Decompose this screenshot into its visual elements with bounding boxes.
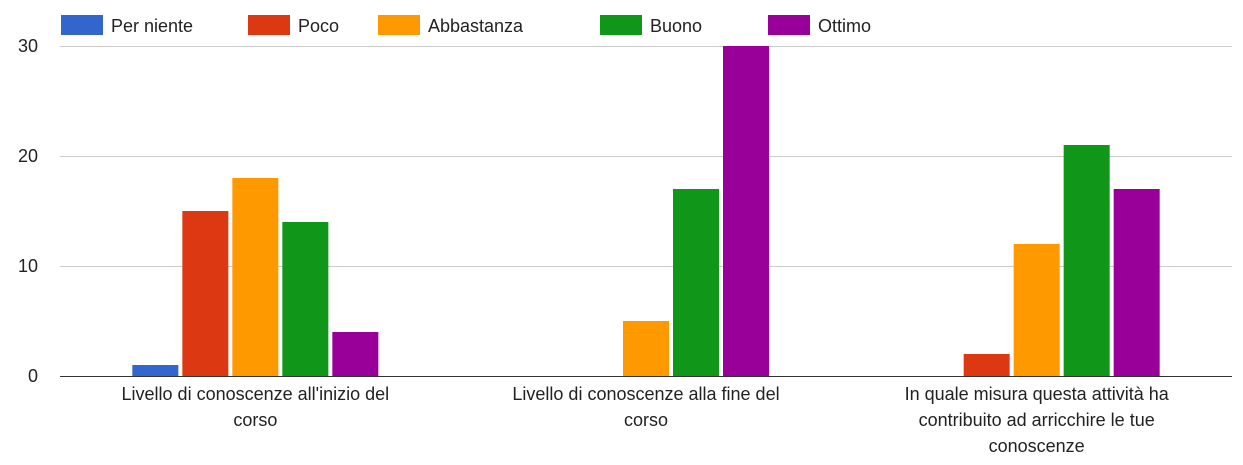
- legend-swatch: [61, 15, 103, 35]
- bar-poco-2: [963, 354, 1010, 376]
- bars: [132, 46, 1160, 376]
- y-axis: 0 10 20 30: [18, 36, 38, 386]
- legend-swatch: [600, 15, 642, 35]
- legend: Per niente Poco Abbastanza Buono Ottimo: [61, 15, 871, 36]
- x-category-label: conoscenze: [989, 436, 1085, 456]
- legend-swatch: [768, 15, 810, 35]
- legend-label: Abbastanza: [428, 16, 524, 36]
- legend-item-per-niente[interactable]: Per niente: [61, 15, 193, 36]
- bar-poco-0: [182, 211, 229, 376]
- x-axis: Livello di conoscenze all'inizio del cors…: [122, 384, 1170, 456]
- legend-label: Poco: [298, 16, 339, 36]
- bar-buono-0: [282, 222, 329, 376]
- x-category-label: Livello di conoscenze alla fine del: [512, 384, 779, 404]
- legend-swatch: [378, 15, 420, 35]
- y-tick-label: 20: [18, 146, 38, 166]
- y-tick-label: 30: [18, 36, 38, 56]
- x-category-label: contribuito ad arricchire le tue: [919, 410, 1155, 430]
- bar-buono-2: [1063, 145, 1110, 376]
- y-tick-label: 0: [28, 366, 38, 386]
- bar-ottimo-2: [1113, 189, 1160, 376]
- bar-abbastanza-0: [232, 178, 279, 376]
- legend-label: Buono: [650, 16, 702, 36]
- legend-item-abbastanza[interactable]: Abbastanza: [378, 15, 524, 36]
- bar-ottimo-0: [332, 332, 379, 376]
- bar-abbastanza-1: [623, 321, 669, 376]
- x-category-label: corso: [624, 410, 668, 430]
- legend-swatch: [248, 15, 290, 35]
- bar-per-niente-0: [132, 365, 179, 376]
- legend-item-buono[interactable]: Buono: [600, 15, 702, 36]
- legend-item-ottimo[interactable]: Ottimo: [768, 15, 871, 36]
- x-category-label: Livello di conoscenze all'inizio del: [122, 384, 390, 404]
- y-tick-label: 10: [18, 256, 38, 276]
- legend-item-poco[interactable]: Poco: [248, 15, 339, 36]
- legend-label: Ottimo: [818, 16, 871, 36]
- bar-buono-1: [673, 189, 719, 376]
- bar-abbastanza-2: [1013, 244, 1060, 376]
- x-category-label: corso: [233, 410, 277, 430]
- bar-ottimo-1: [723, 46, 769, 376]
- legend-label: Per niente: [111, 16, 193, 36]
- x-category-label: In quale misura questa attività ha: [905, 384, 1170, 404]
